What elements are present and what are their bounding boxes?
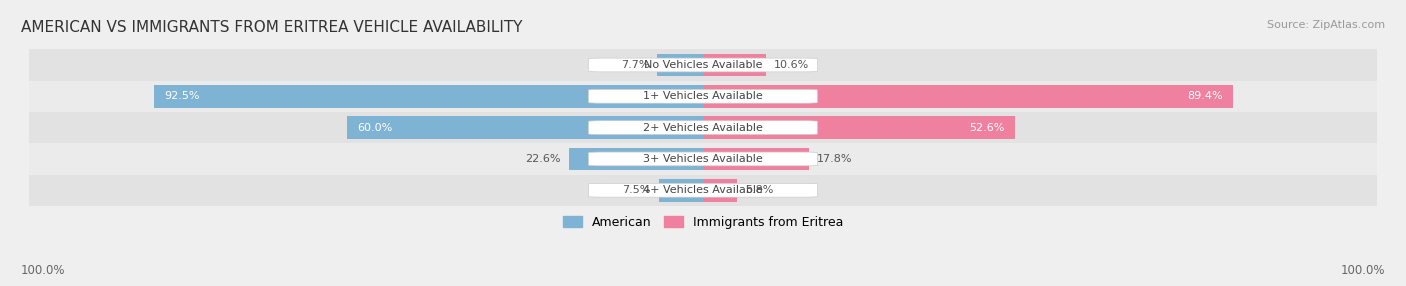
FancyBboxPatch shape bbox=[589, 183, 817, 197]
Bar bbox=[30, 143, 1376, 174]
Bar bbox=[30, 174, 1376, 206]
Bar bbox=[347, 116, 703, 139]
Text: 2+ Vehicles Available: 2+ Vehicles Available bbox=[643, 123, 763, 133]
Text: 60.0%: 60.0% bbox=[357, 123, 392, 133]
Text: 7.5%: 7.5% bbox=[621, 185, 651, 195]
Bar bbox=[703, 54, 766, 76]
Bar bbox=[703, 179, 737, 202]
Text: 10.6%: 10.6% bbox=[773, 60, 810, 70]
Bar bbox=[155, 85, 703, 108]
Bar bbox=[703, 85, 1233, 108]
Text: 22.6%: 22.6% bbox=[526, 154, 561, 164]
Bar bbox=[703, 116, 1015, 139]
Bar bbox=[569, 148, 703, 170]
Text: 4+ Vehicles Available: 4+ Vehicles Available bbox=[643, 185, 763, 195]
FancyBboxPatch shape bbox=[589, 90, 817, 103]
Text: 1+ Vehicles Available: 1+ Vehicles Available bbox=[643, 91, 763, 101]
Bar bbox=[30, 112, 1376, 143]
FancyBboxPatch shape bbox=[589, 121, 817, 134]
Bar bbox=[658, 179, 703, 202]
FancyBboxPatch shape bbox=[589, 152, 817, 166]
Legend: American, Immigrants from Eritrea: American, Immigrants from Eritrea bbox=[558, 211, 848, 234]
Text: 3+ Vehicles Available: 3+ Vehicles Available bbox=[643, 154, 763, 164]
FancyBboxPatch shape bbox=[589, 58, 817, 72]
Text: 5.8%: 5.8% bbox=[745, 185, 773, 195]
Bar bbox=[30, 81, 1376, 112]
Text: 89.4%: 89.4% bbox=[1188, 91, 1223, 101]
Text: 100.0%: 100.0% bbox=[1340, 265, 1385, 277]
Text: Source: ZipAtlas.com: Source: ZipAtlas.com bbox=[1267, 20, 1385, 30]
Text: No Vehicles Available: No Vehicles Available bbox=[644, 60, 762, 70]
Bar bbox=[658, 54, 703, 76]
Bar bbox=[30, 49, 1376, 81]
Text: 7.7%: 7.7% bbox=[620, 60, 650, 70]
Text: 52.6%: 52.6% bbox=[970, 123, 1005, 133]
Text: 92.5%: 92.5% bbox=[165, 91, 200, 101]
Text: AMERICAN VS IMMIGRANTS FROM ERITREA VEHICLE AVAILABILITY: AMERICAN VS IMMIGRANTS FROM ERITREA VEHI… bbox=[21, 20, 523, 35]
Text: 17.8%: 17.8% bbox=[817, 154, 852, 164]
Bar bbox=[703, 148, 808, 170]
Text: 100.0%: 100.0% bbox=[21, 265, 66, 277]
